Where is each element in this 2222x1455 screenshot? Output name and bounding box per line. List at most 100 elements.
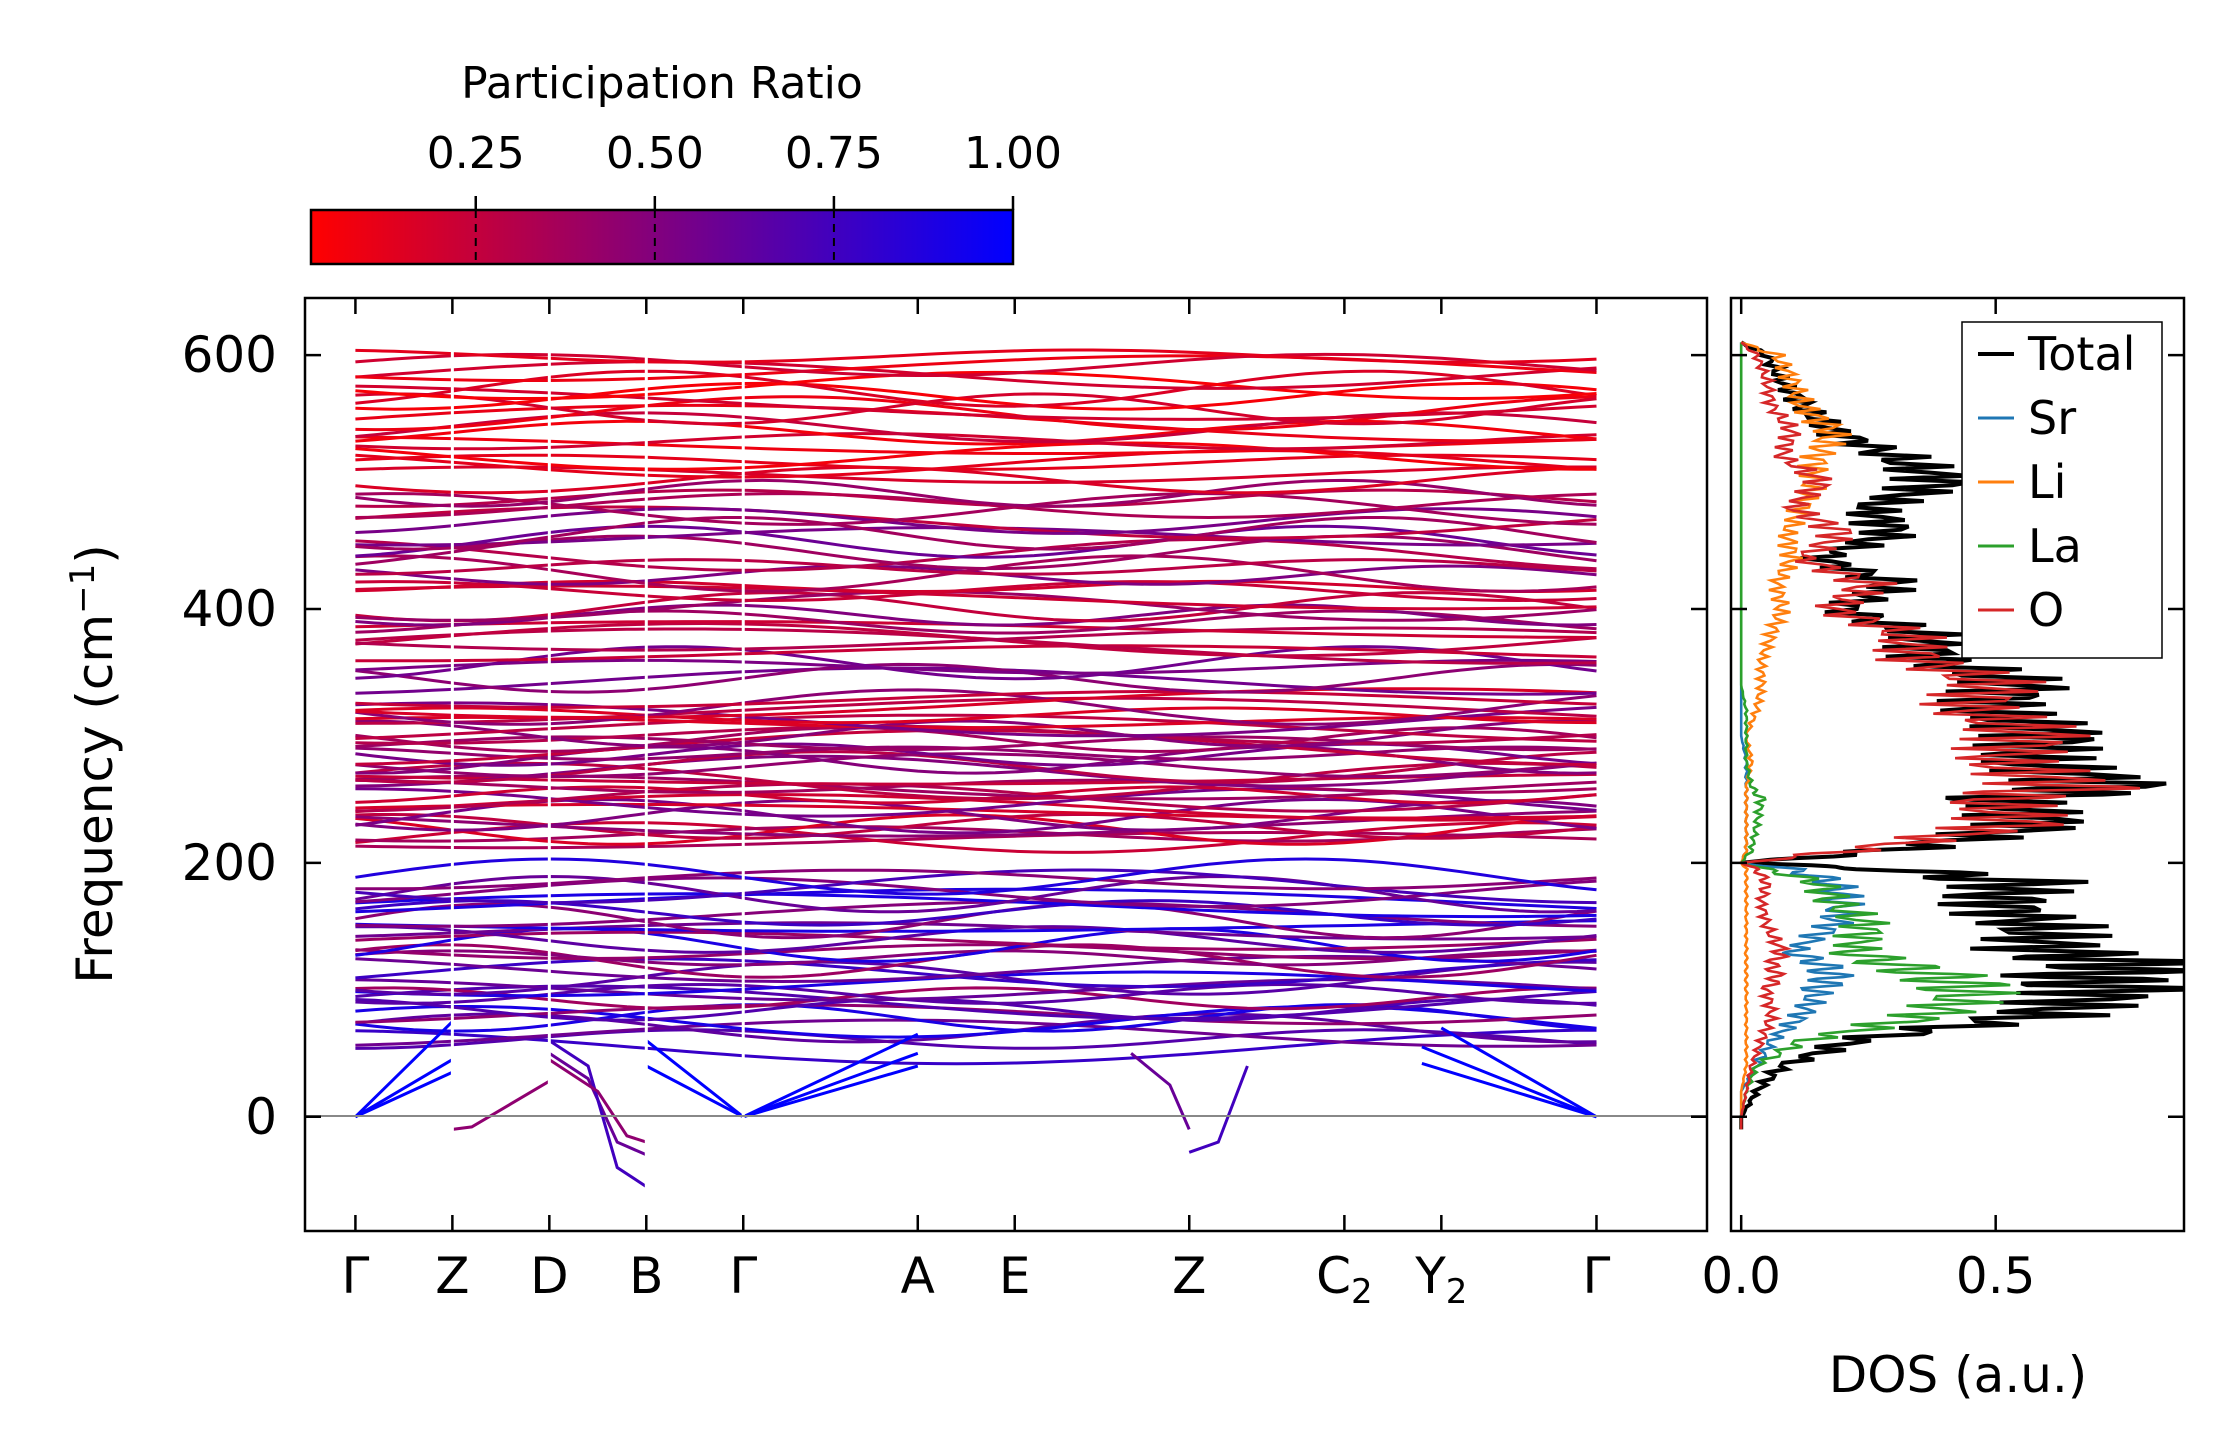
y-tick-label: 400 <box>182 580 277 638</box>
optical-branch <box>355 392 1597 426</box>
optical-branch <box>355 930 1597 951</box>
optical-branch <box>355 432 1597 451</box>
x-axis-label-dos: DOS (a.u.) <box>1829 1346 2088 1404</box>
optical-branch <box>355 690 1597 709</box>
optical-branch <box>355 384 1597 421</box>
optical-branch <box>355 590 1597 622</box>
dos-series-sr <box>1739 342 1866 1130</box>
optical-branch <box>355 957 1597 989</box>
optical-branch <box>355 584 1597 611</box>
optical-branch <box>355 726 1597 754</box>
kpoint-label: Γ <box>1583 1247 1611 1305</box>
optical-branch <box>355 831 1597 850</box>
optical-branch <box>355 782 1597 813</box>
optical-branch <box>355 868 1597 891</box>
optical-branch <box>355 857 1597 896</box>
optical-branch <box>355 754 1597 788</box>
optical-branch <box>355 360 1597 390</box>
dos-x-tick-label: 0.0 <box>1701 1247 1781 1305</box>
band-lines <box>354 308 1598 1221</box>
optical-branch <box>355 728 1597 767</box>
optical-branch <box>355 943 1597 960</box>
optical-branch <box>355 644 1597 663</box>
optical-branch <box>355 662 1597 694</box>
optical-branch <box>355 1018 1597 1048</box>
optical-branch <box>355 949 1597 967</box>
optical-branch <box>355 537 1597 572</box>
optical-branch <box>355 687 1597 719</box>
optical-branch <box>355 507 1597 535</box>
kpoint-label: Z <box>435 1247 469 1305</box>
optical-branch <box>355 524 1597 559</box>
optical-branch <box>355 645 1597 681</box>
band-axes-frame <box>303 296 1709 1233</box>
optical-branch <box>355 441 1597 471</box>
dos-axes-frame <box>1729 296 2186 1233</box>
dos-axes-ticks: 0.0 0.5 <box>1701 298 2184 1305</box>
imaginary-branch <box>548 1058 647 1144</box>
optical-branch <box>355 516 1597 551</box>
colorbar-ticks: 0.25 0.50 0.75 1.00 <box>427 128 1062 264</box>
colorbar-tick-label: 0.25 <box>427 128 525 179</box>
legend-box <box>1961 321 2163 659</box>
legend-label: Sr <box>2028 391 2076 445</box>
colorbar: Participation Ratio 0.25 0.50 0.75 1.00 <box>309 58 1062 266</box>
y-tick-label: 600 <box>182 326 277 384</box>
optical-branch <box>355 526 1597 547</box>
optical-branch <box>355 696 1597 725</box>
imaginary-branch <box>548 1052 647 1157</box>
acoustic-branch <box>1440 1026 1598 1119</box>
dos-series-la <box>1738 342 2021 1130</box>
imaginary-branch <box>1188 1065 1249 1154</box>
colorbar-tick-label: 0.50 <box>606 128 704 179</box>
optical-branch <box>355 352 1597 377</box>
kpoint-label: Γ <box>341 1247 369 1305</box>
colorbar-frame <box>309 208 1015 266</box>
acoustic-branch <box>354 1020 454 1118</box>
legend-label: La <box>2028 519 2082 573</box>
y-tick-label: 200 <box>182 834 277 892</box>
dos-series-o <box>1737 341 2141 1130</box>
acoustic-branch <box>1421 1061 1597 1119</box>
optical-branch <box>355 701 1597 738</box>
colorbar-title: Participation Ratio <box>461 58 863 109</box>
optical-branch <box>355 982 1597 1005</box>
kpoint-label: Γ <box>729 1247 757 1305</box>
optical-branch <box>355 579 1597 593</box>
legend-label: Total <box>2027 327 2135 381</box>
imaginary-branch <box>452 1079 551 1131</box>
optical-branch <box>355 626 1597 652</box>
optical-branch <box>355 719 1597 748</box>
optical-branch <box>355 370 1597 401</box>
optical-branch <box>355 465 1597 484</box>
optical-branch <box>355 986 1597 1011</box>
acoustic-branch <box>645 1039 745 1118</box>
acoustic-branch <box>645 1064 744 1119</box>
optical-branch <box>355 874 1597 914</box>
optical-branch <box>355 713 1597 743</box>
dos-panel: 0.0 0.5 DOS (a.u.) Total Sr Li La O <box>1701 296 2186 1404</box>
colorbar-gradient <box>311 210 1013 264</box>
optical-branch <box>355 488 1597 508</box>
optical-branch <box>355 369 1597 408</box>
optical-branch <box>355 658 1597 675</box>
colorbar-tick-label: 1.00 <box>964 128 1062 179</box>
band-structure-panel: 0 200 400 600 Γ Z D B Γ A E Z C2 Y2 Γ Frequency (cm−1) <box>63 296 1709 1312</box>
optical-branch <box>355 919 1597 933</box>
kpoint-label: B <box>629 1247 663 1305</box>
kpoint-label: Y2 <box>1414 1247 1467 1312</box>
optical-branch <box>355 621 1597 658</box>
optical-branch <box>355 799 1597 832</box>
kpoint-label: C2 <box>1316 1247 1373 1312</box>
optical-branch <box>355 453 1597 471</box>
optical-branch <box>355 900 1597 928</box>
imaginary-branch <box>1130 1052 1191 1130</box>
optical-branch <box>355 892 1597 919</box>
optical-branch <box>355 558 1597 576</box>
legend: Total Sr Li La O <box>1961 321 2163 659</box>
colorbar-tick-label: 0.75 <box>785 128 883 179</box>
y-axis-label: Frequency (cm−1) <box>63 544 124 984</box>
kpoint-label: E <box>999 1247 1031 1305</box>
kpoint-label: D <box>530 1247 569 1305</box>
